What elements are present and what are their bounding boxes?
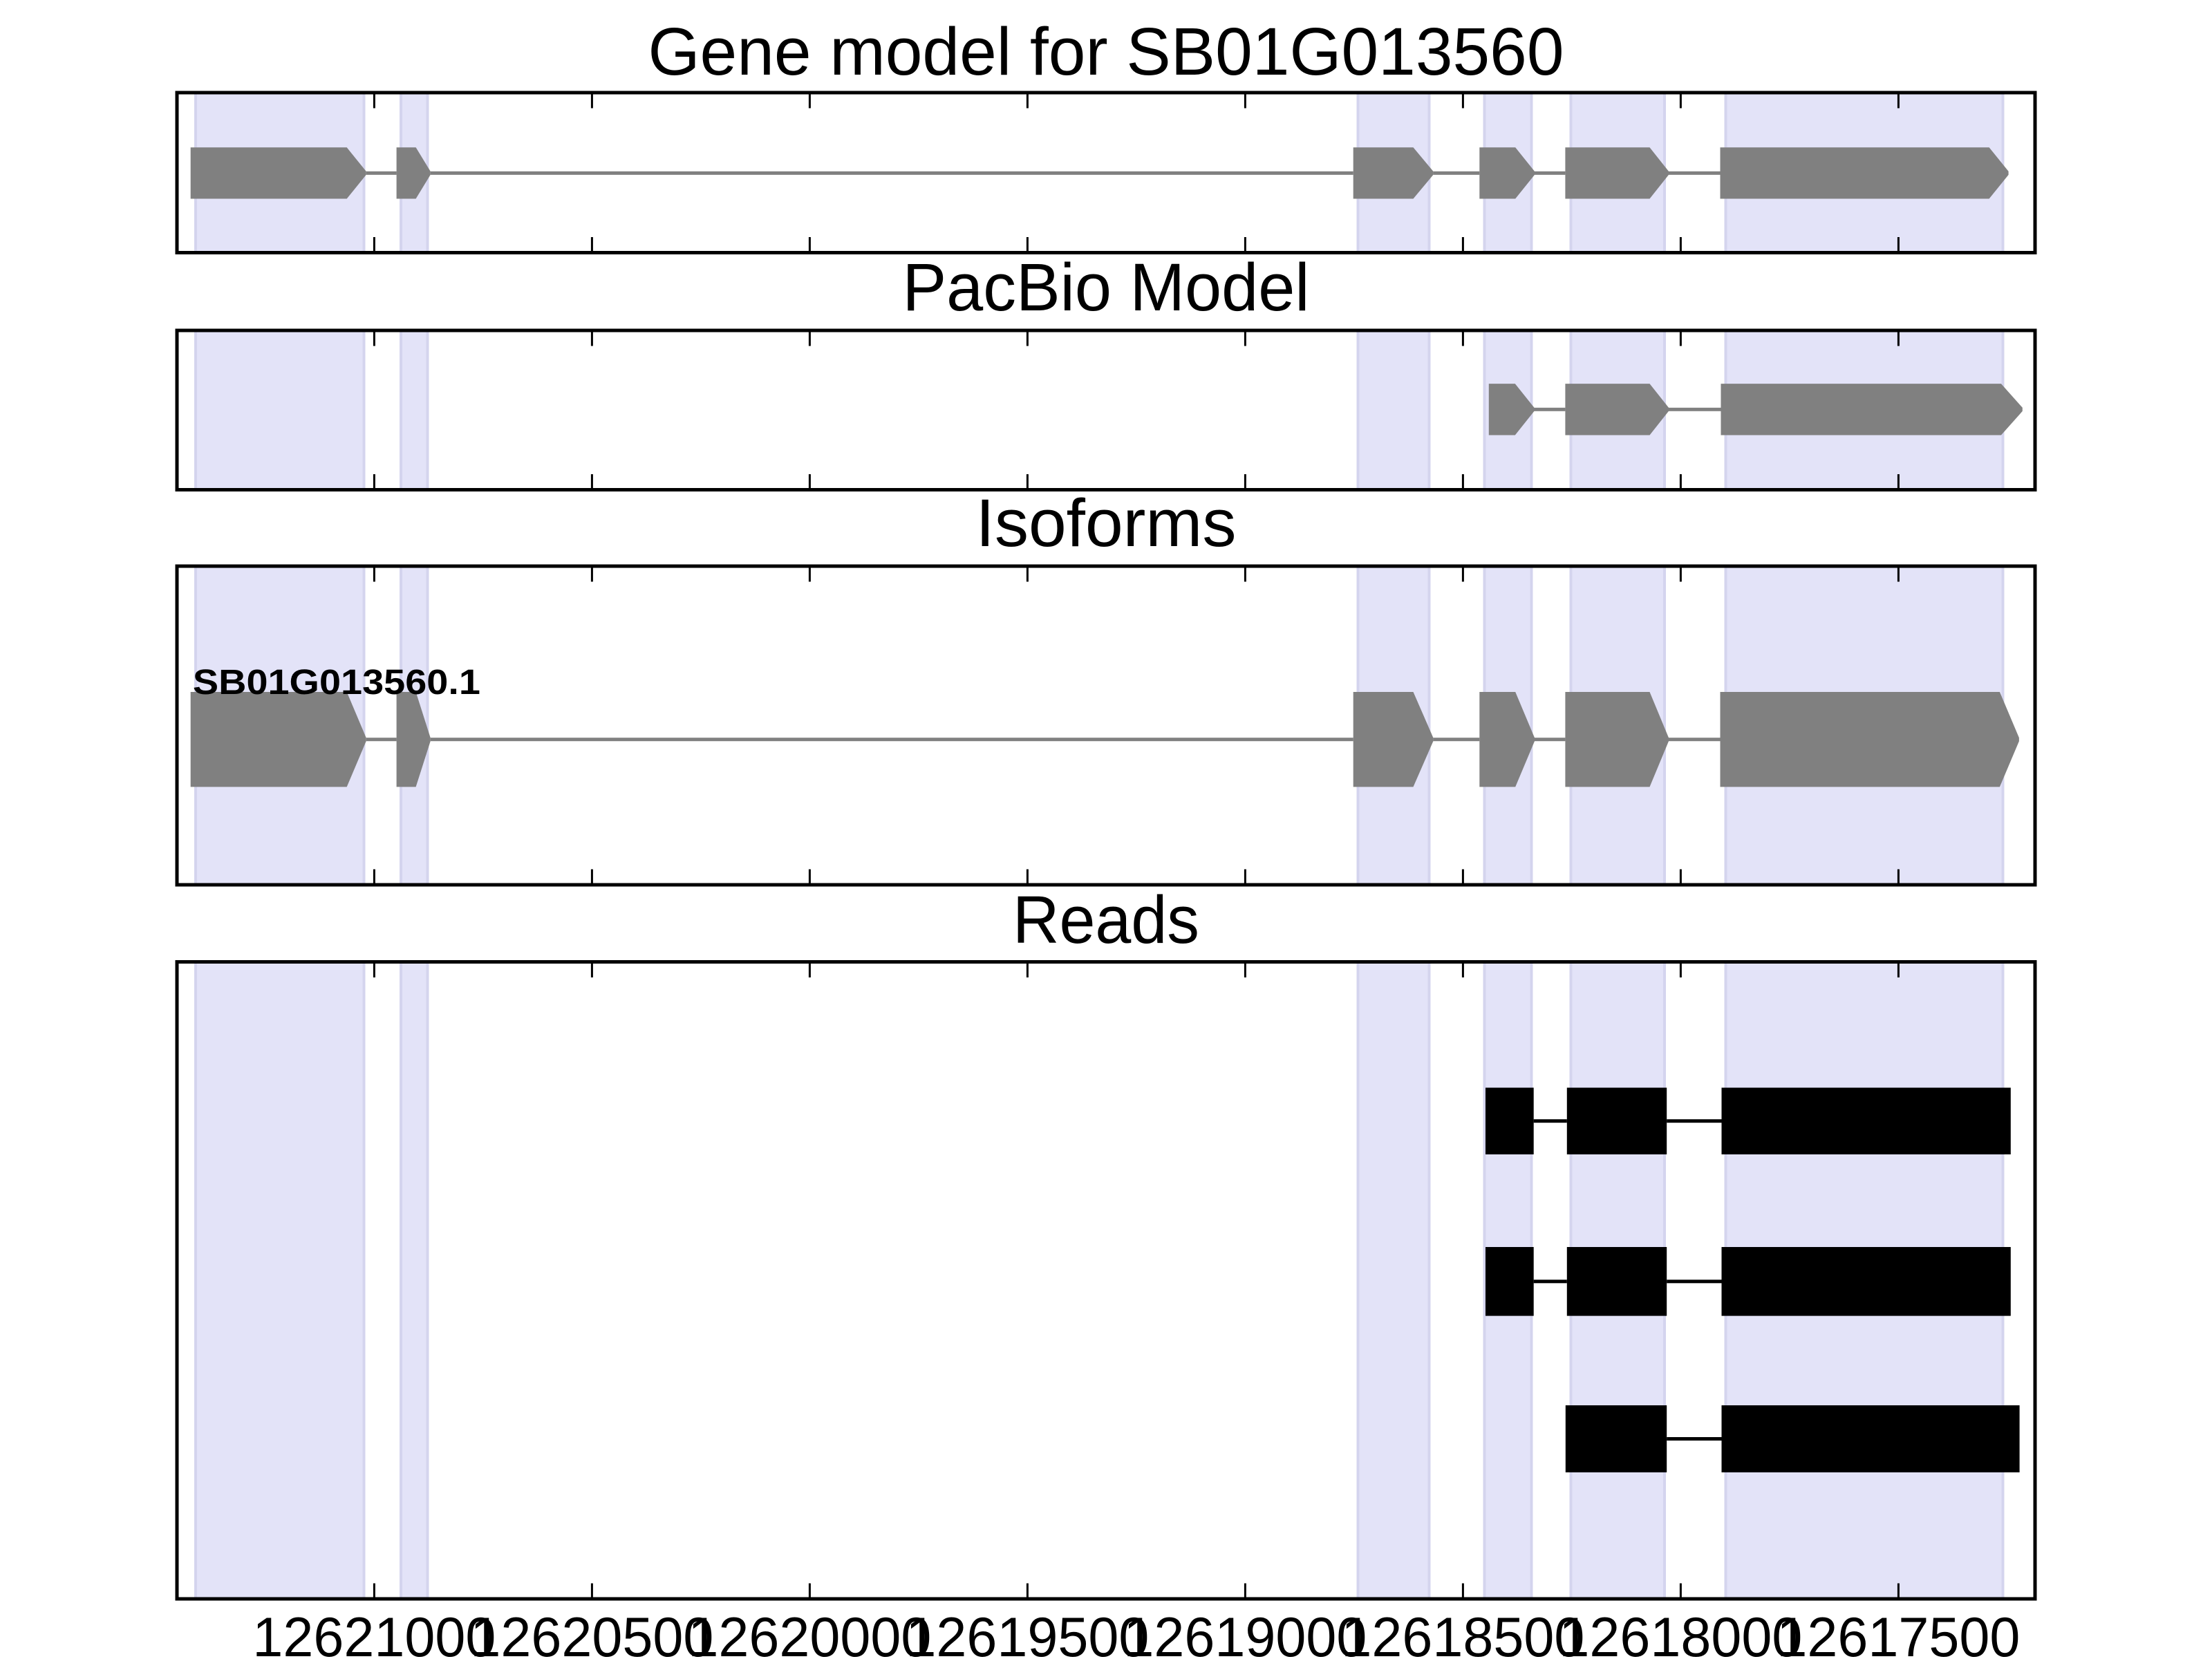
svg-text:12621000: 12621000 [252,1606,496,1659]
svg-text:Reads: Reads [1013,882,1199,957]
svg-text:PacBio Model: PacBio Model [903,250,1310,325]
svg-text:12618000: 12618000 [1559,1606,1802,1659]
svg-text:SB01G013560.1: SB01G013560.1 [193,662,480,702]
svg-text:12617500: 12617500 [1777,1606,2020,1659]
svg-text:12619000: 12619000 [1123,1606,1367,1659]
svg-text:12618500: 12618500 [1341,1606,1584,1659]
svg-text:12619500: 12619500 [906,1606,1149,1659]
svg-text:Isoforms: Isoforms [976,485,1237,561]
svg-text:12620000: 12620000 [688,1606,931,1659]
svg-text:12620500: 12620500 [470,1606,713,1659]
svg-text:Gene model for SB01G013560: Gene model for SB01G013560 [648,14,1564,89]
